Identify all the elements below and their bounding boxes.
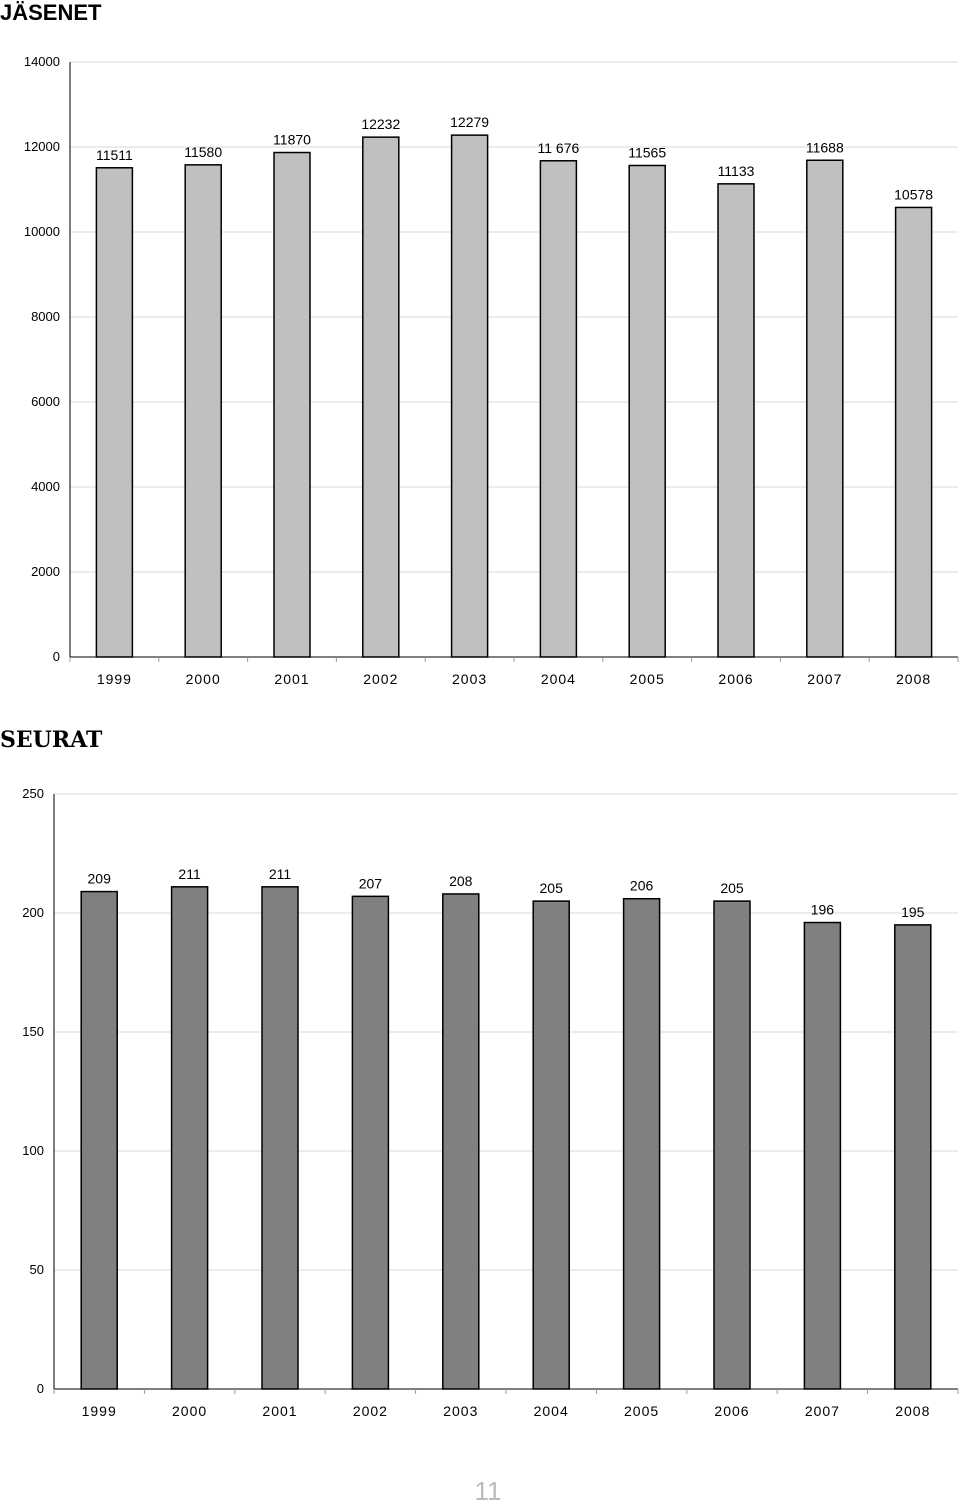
data-label: 211 bbox=[178, 866, 201, 882]
y-tick-label: 0 bbox=[53, 649, 60, 664]
chart-title-seurat: SEURAT bbox=[0, 727, 103, 753]
x-tick-label: 2001 bbox=[274, 671, 309, 687]
bar-2001 bbox=[273, 151, 311, 658]
chart-title-jasenet: JÄSENET bbox=[0, 0, 102, 25]
page-number: 11 bbox=[474, 1476, 502, 1506]
x-tick-label: 2008 bbox=[895, 1403, 930, 1419]
x-tick-label: 2006 bbox=[718, 671, 753, 687]
data-label: 206 bbox=[630, 878, 654, 894]
bar-1999 bbox=[95, 167, 134, 658]
bar-2008 bbox=[894, 924, 932, 1390]
y-tick-label: 2000 bbox=[31, 564, 60, 579]
y-tick-label: 6000 bbox=[31, 394, 60, 409]
data-label: 12232 bbox=[361, 116, 400, 132]
x-tick-label: 2004 bbox=[534, 1403, 569, 1419]
data-label: 195 bbox=[901, 904, 925, 920]
bar-2002 bbox=[351, 895, 390, 1390]
data-label: 211 bbox=[269, 866, 292, 882]
y-tick-label: 10000 bbox=[24, 224, 60, 239]
y-tick-label: 14000 bbox=[24, 54, 60, 69]
x-tick-label: 1999 bbox=[82, 1403, 117, 1419]
data-label: 205 bbox=[540, 880, 564, 896]
data-label: 12279 bbox=[450, 114, 489, 130]
bar-2007 bbox=[803, 921, 842, 1390]
bar-2004 bbox=[539, 160, 578, 658]
data-label: 196 bbox=[811, 902, 835, 918]
x-tick-label: 2007 bbox=[805, 1403, 840, 1419]
data-label: 208 bbox=[449, 873, 473, 889]
x-tick-label: 1999 bbox=[97, 671, 132, 687]
x-tick-label: 2000 bbox=[172, 1403, 207, 1419]
seurat-bar-chart: 0 50 100 150 200 250 209 1999 211 2000 211 2001 207 2… bbox=[22, 786, 959, 1419]
bar-2007 bbox=[806, 159, 844, 658]
bar-2005 bbox=[622, 897, 661, 1390]
y-tick-label: 200 bbox=[22, 905, 44, 920]
bar-2008 bbox=[894, 206, 933, 658]
bar-2001 bbox=[261, 886, 299, 1390]
bar-2006 bbox=[713, 900, 751, 1390]
data-label: 209 bbox=[88, 871, 112, 887]
x-tick-label: 2005 bbox=[624, 1403, 659, 1419]
data-label: 11688 bbox=[806, 139, 844, 155]
y-tick-label: 50 bbox=[30, 1262, 44, 1277]
y-tick-label: 100 bbox=[22, 1143, 44, 1158]
x-tick-label: 2002 bbox=[363, 671, 398, 687]
bar-2002 bbox=[362, 136, 400, 658]
jasenet-bar-chart: 0 2000 4000 6000 8000 10000 12000 14000 11511 199… bbox=[24, 54, 959, 687]
bar-2005 bbox=[628, 164, 666, 658]
data-label: 11133 bbox=[718, 163, 755, 179]
bar-1999 bbox=[80, 890, 118, 1390]
y-tick-label: 12000 bbox=[24, 139, 60, 154]
data-label: 11565 bbox=[628, 144, 666, 160]
x-tick-label: 2004 bbox=[541, 671, 576, 687]
x-tick-label: 2002 bbox=[353, 1403, 388, 1419]
x-tick-label: 2007 bbox=[807, 671, 842, 687]
y-tick-label: 8000 bbox=[31, 309, 60, 324]
x-tick-label: 2003 bbox=[452, 671, 487, 687]
x-tick-label: 2000 bbox=[186, 671, 221, 687]
y-tick-label: 150 bbox=[22, 1024, 44, 1039]
bar-2003 bbox=[442, 893, 480, 1390]
data-label: 11511 bbox=[96, 147, 133, 163]
x-tick-label: 2005 bbox=[630, 671, 665, 687]
bar-2000 bbox=[184, 164, 222, 658]
x-tick-label: 2006 bbox=[714, 1403, 749, 1419]
y-tick-label: 0 bbox=[37, 1381, 44, 1396]
data-label: 11870 bbox=[273, 132, 311, 148]
y-tick-label: 250 bbox=[22, 786, 44, 801]
data-label: 10578 bbox=[894, 186, 933, 202]
bar-2006 bbox=[717, 183, 755, 658]
data-label: 11580 bbox=[184, 144, 222, 160]
bar-2003 bbox=[450, 134, 489, 658]
bar-2004 bbox=[532, 900, 570, 1390]
x-tick-label: 2003 bbox=[443, 1403, 478, 1419]
data-label: 207 bbox=[359, 875, 383, 891]
y-tick-label: 4000 bbox=[31, 479, 60, 494]
data-label: 11 676 bbox=[538, 140, 580, 156]
bar-2000 bbox=[170, 886, 209, 1390]
data-label: 205 bbox=[720, 880, 744, 896]
x-tick-label: 2001 bbox=[262, 1403, 297, 1419]
x-tick-label: 2008 bbox=[896, 671, 931, 687]
